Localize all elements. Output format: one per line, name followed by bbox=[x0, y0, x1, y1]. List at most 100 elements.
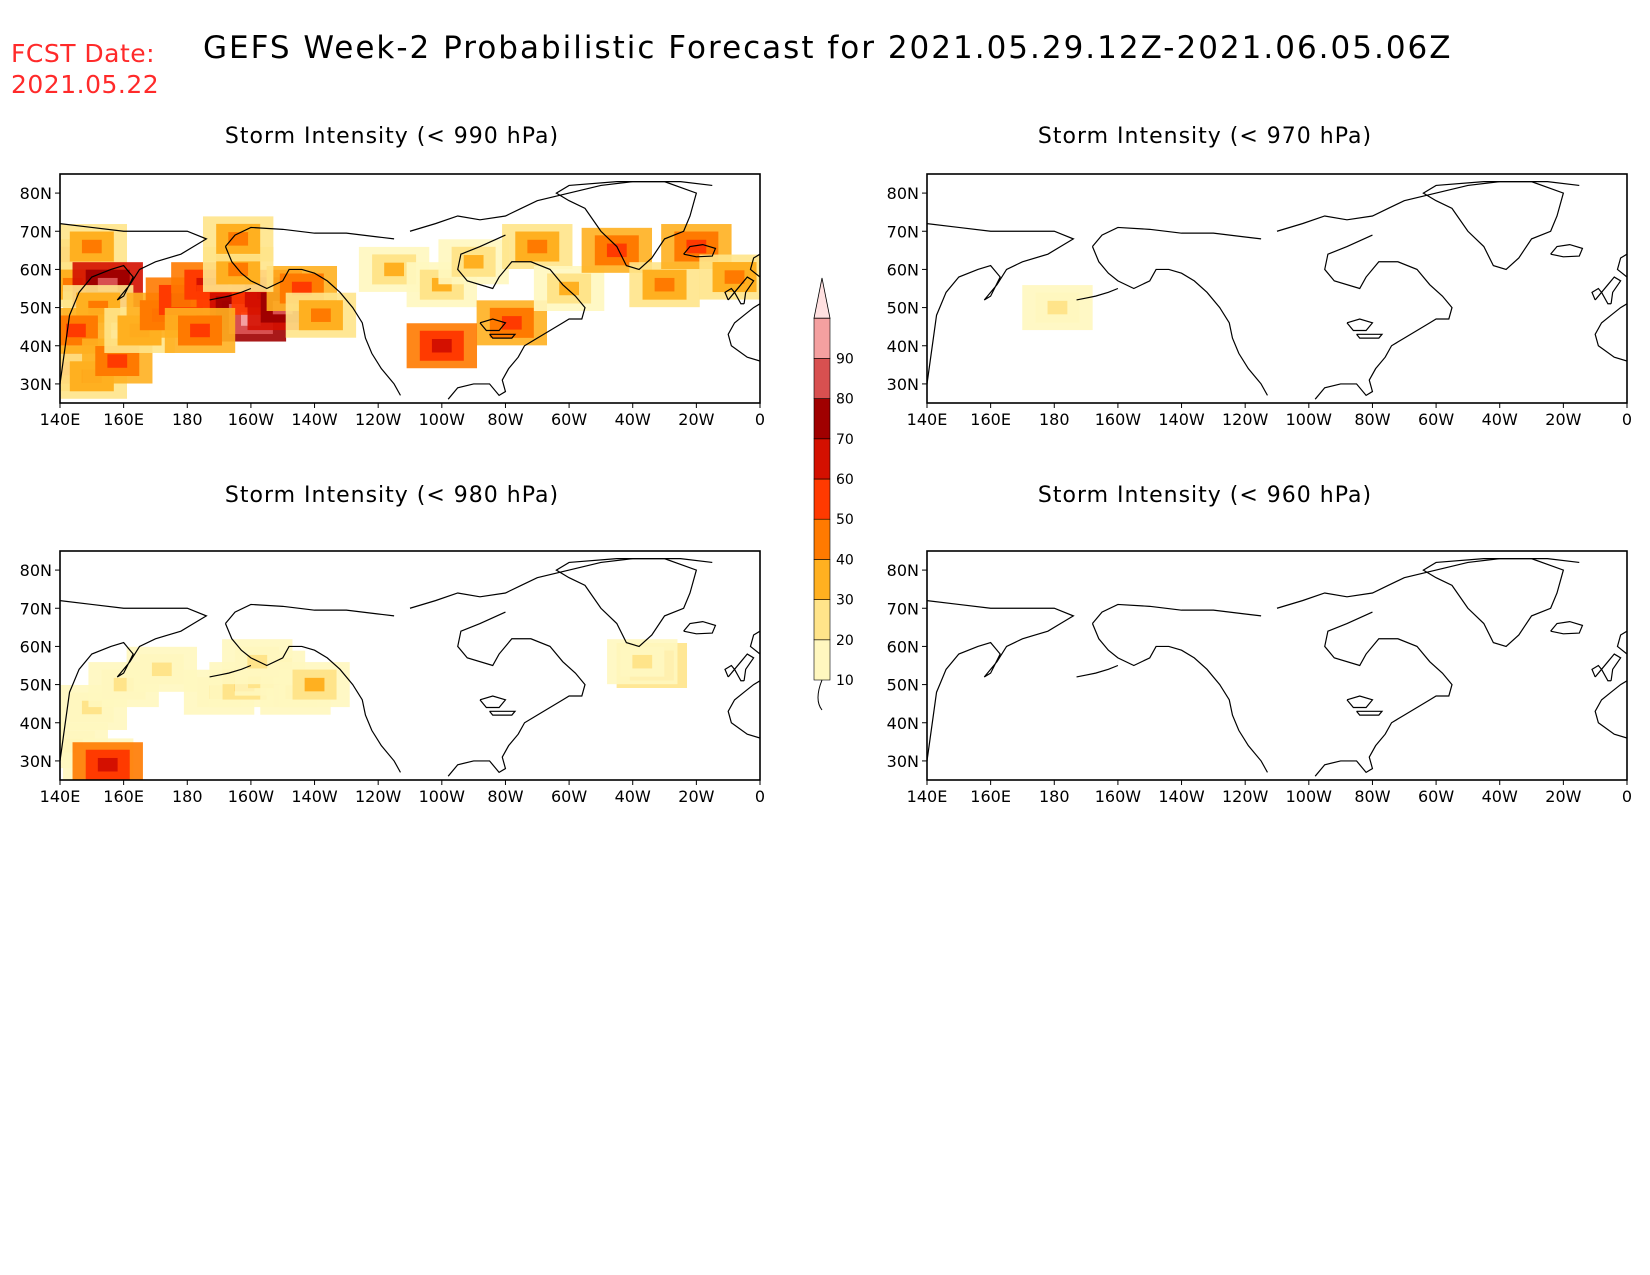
probability-core bbox=[151, 662, 172, 677]
colorbar-label: 80 bbox=[836, 392, 854, 408]
x-tick-label: 0 bbox=[755, 787, 765, 806]
x-tick-label: 140W bbox=[291, 787, 338, 806]
coastline bbox=[1314, 611, 1453, 777]
coastline bbox=[60, 223, 208, 384]
coastline bbox=[1550, 620, 1584, 635]
colorbar-tip bbox=[813, 277, 831, 319]
x-tick-label: 140W bbox=[1158, 410, 1205, 429]
colorbar-label: 90 bbox=[836, 351, 854, 367]
probability-core bbox=[724, 270, 745, 284]
x-tick-label: 60W bbox=[1418, 410, 1454, 429]
probability-core bbox=[311, 308, 331, 322]
coastline bbox=[749, 253, 760, 278]
y-tick-label: 70N bbox=[887, 599, 919, 618]
y-tick-label: 30N bbox=[887, 752, 919, 771]
y-tick-label: 30N bbox=[887, 375, 919, 394]
coastline bbox=[1422, 181, 1565, 271]
x-tick-label: 120W bbox=[1222, 787, 1269, 806]
coastline bbox=[409, 181, 713, 232]
map-frame bbox=[59, 550, 761, 781]
map-panel-2: 140E 160E 180 160W 140W 120W 100W 80W 60W 40W 20W 0… bbox=[887, 173, 1632, 429]
y-tick-label: 40N bbox=[20, 714, 52, 733]
colorbar-swatch bbox=[813, 559, 831, 600]
colorbar-label: 30 bbox=[836, 593, 854, 609]
y-tick-label: 70N bbox=[20, 222, 52, 241]
map-frame bbox=[926, 550, 1628, 781]
probability-core bbox=[228, 232, 249, 246]
colorbar-tail bbox=[817, 679, 823, 711]
coastline bbox=[447, 611, 586, 777]
coastline bbox=[489, 710, 517, 716]
probability-core bbox=[431, 339, 452, 353]
colorbar-swatch bbox=[813, 478, 831, 520]
probability-core bbox=[606, 243, 627, 258]
colorbar-swatch bbox=[813, 518, 831, 560]
probability-core bbox=[559, 281, 579, 296]
x-tick-label: 160W bbox=[228, 410, 275, 429]
coastline bbox=[447, 234, 586, 400]
y-tick-label: 80N bbox=[20, 184, 52, 203]
coastline bbox=[224, 246, 401, 396]
x-tick-label: 0 bbox=[1622, 787, 1632, 806]
x-tick-label: 180 bbox=[172, 787, 203, 806]
coastline bbox=[1091, 623, 1268, 773]
coastline bbox=[209, 287, 252, 301]
panel-title-990: Storm Intensity (< 990 hPa) bbox=[224, 124, 560, 149]
map-panel-1: 140E 160E 180 160W 140W 120W 100W 80W 60W 40W 20W 0… bbox=[20, 173, 765, 429]
map-area bbox=[60, 558, 760, 780]
x-tick-label: 120W bbox=[355, 787, 402, 806]
x-tick-label: 80W bbox=[487, 410, 523, 429]
probability-core bbox=[66, 323, 86, 338]
y-tick-label: 40N bbox=[20, 337, 52, 356]
x-tick-label: 20W bbox=[678, 410, 714, 429]
probability-core bbox=[501, 316, 522, 330]
coastline bbox=[683, 243, 717, 258]
y-tick-label: 50N bbox=[887, 676, 919, 695]
probability-core bbox=[304, 677, 325, 692]
x-tick-label: 140W bbox=[1158, 787, 1205, 806]
coastline bbox=[927, 600, 1075, 761]
x-tick-label: 20W bbox=[1545, 410, 1581, 429]
colorbar-label: 10 bbox=[836, 673, 854, 689]
colorbar-swatch bbox=[813, 438, 831, 480]
coastline bbox=[224, 226, 395, 247]
coastline bbox=[1091, 603, 1262, 624]
map-area bbox=[927, 181, 1627, 400]
x-tick-label: 140E bbox=[907, 410, 948, 429]
x-tick-label: 60W bbox=[1418, 787, 1454, 806]
x-tick-label: 60W bbox=[551, 410, 587, 429]
x-tick-label: 180 bbox=[1039, 410, 1070, 429]
y-tick-label: 60N bbox=[20, 637, 52, 656]
panel-title-980: Storm Intensity (< 980 hPa) bbox=[224, 483, 560, 508]
coastline bbox=[479, 318, 507, 332]
forecast-date-label: FCST Date: 2021.05.22 bbox=[11, 38, 159, 100]
coastline bbox=[1594, 303, 1627, 362]
x-tick-label: 60W bbox=[551, 787, 587, 806]
y-tick-label: 70N bbox=[887, 222, 919, 241]
probability-core bbox=[527, 239, 548, 254]
x-tick-label: 40W bbox=[1482, 787, 1518, 806]
y-tick-label: 60N bbox=[887, 260, 919, 279]
x-tick-label: 0 bbox=[1622, 410, 1632, 429]
probability-core bbox=[107, 354, 128, 368]
y-tick-label: 60N bbox=[20, 260, 52, 279]
coastline bbox=[479, 695, 507, 709]
panel-title-970: Storm Intensity (< 970 hPa) bbox=[1037, 124, 1373, 149]
y-tick-label: 40N bbox=[887, 714, 919, 733]
probability-core bbox=[654, 277, 675, 292]
coastline bbox=[1314, 234, 1453, 400]
probability-core bbox=[81, 239, 102, 254]
x-tick-label: 140W bbox=[291, 410, 338, 429]
coastline bbox=[1091, 226, 1262, 247]
probability-core bbox=[632, 654, 653, 669]
map-area bbox=[927, 558, 1627, 777]
coastline bbox=[1594, 680, 1627, 739]
colorbar-swatch bbox=[813, 398, 831, 440]
page-title: GEFS Week-2 Probabilistic Forecast for 2… bbox=[203, 30, 1453, 66]
map-frame bbox=[59, 173, 761, 404]
colorbar: 10 20 30 40 50 60 70 80 90 bbox=[813, 277, 854, 711]
colorbar-label: 70 bbox=[836, 432, 854, 448]
coastline bbox=[1076, 287, 1119, 301]
colorbar-label: 50 bbox=[836, 512, 854, 528]
coastline bbox=[489, 333, 517, 339]
